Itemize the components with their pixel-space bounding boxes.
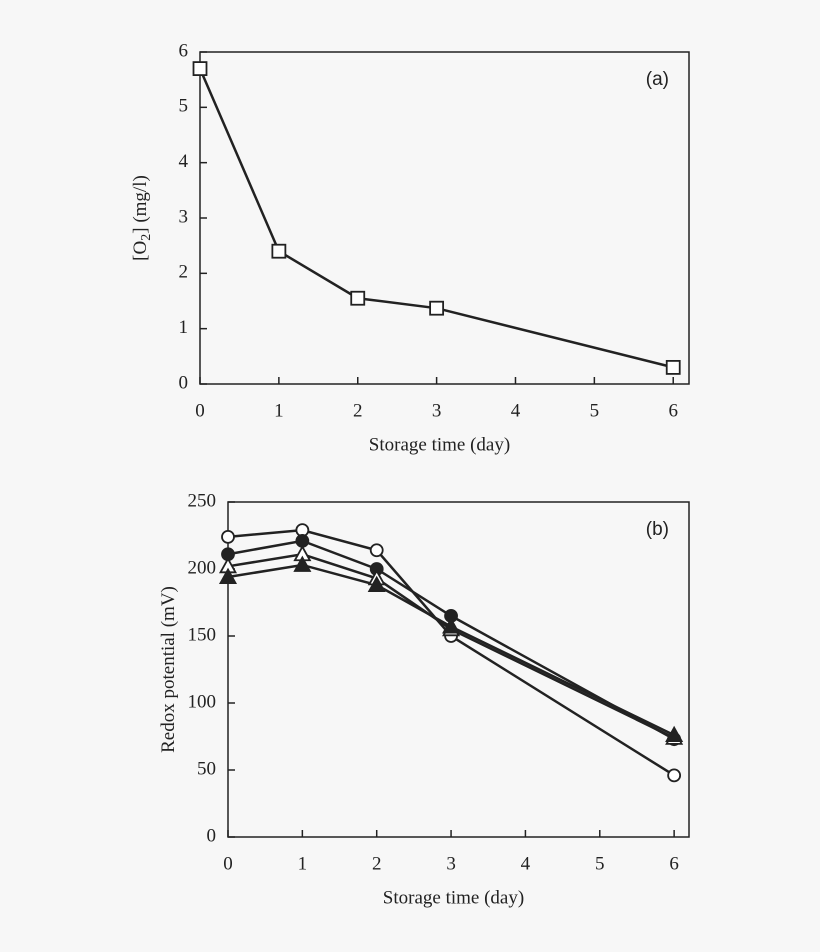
x-tick-label: 0 [195,400,205,421]
y-tick-label: 3 [179,206,189,227]
marker [665,725,684,743]
marker [350,290,366,306]
x-tick-label: 5 [595,853,605,874]
series-line [227,552,675,739]
marker [442,617,461,634]
y-tick-label: 4 [179,151,189,172]
y-axis-label: [O2] (mg/l) [130,175,154,261]
y-tick-label: 150 [188,624,217,645]
x-tick-label: 4 [521,853,531,874]
x-tick-label: 1 [298,853,308,874]
marker [293,555,312,572]
panel-label: (a) [646,69,669,90]
x-tick-label: 0 [223,853,233,874]
y-axis-label-part: Redox potential (mV) [158,586,179,753]
y-tick-label: 0 [179,372,189,393]
x-tick-label: 2 [353,400,363,421]
y-tick-label: 5 [179,96,189,117]
y-axis-label: Redox potential (mV) [158,586,179,753]
y-axis-label-part: [O [130,241,151,261]
x-tick-label: 6 [668,400,678,421]
y-tick-label: 6 [179,40,189,61]
y-tick-label: 250 [188,490,217,511]
x-tick-label: 2 [372,853,382,874]
x-tick-label: 1 [274,400,284,421]
series-line [227,563,675,737]
x-tick-label: 3 [432,400,442,421]
panel-label: (b) [646,519,669,540]
x-tick-label: 3 [446,853,456,874]
x-axis-label: Storage time (day) [383,887,524,908]
y-tick-label: 50 [197,758,216,779]
series-line [198,68,674,369]
x-axis-label: Storage time (day) [369,434,510,455]
plot-frame [199,51,690,385]
marker [192,61,208,76]
y-axis-label-part: ] (mg/l) [130,175,151,234]
x-tick-label: 6 [669,853,679,874]
marker [367,575,386,592]
marker [369,543,384,558]
y-tick-label: 2 [179,262,189,283]
plot-frame [227,501,690,838]
marker [218,567,238,584]
marker [429,300,445,316]
y-tick-label: 100 [188,691,217,712]
y-axis-label-part: 2 [139,234,154,241]
marker [221,529,235,544]
marker [665,359,681,375]
marker [271,243,287,259]
x-tick-label: 4 [511,400,521,421]
y-tick-label: 0 [207,825,217,846]
y-tick-label: 200 [188,557,217,578]
marker [667,768,682,783]
y-tick-label: 1 [179,317,189,338]
x-tick-label: 5 [590,400,600,421]
